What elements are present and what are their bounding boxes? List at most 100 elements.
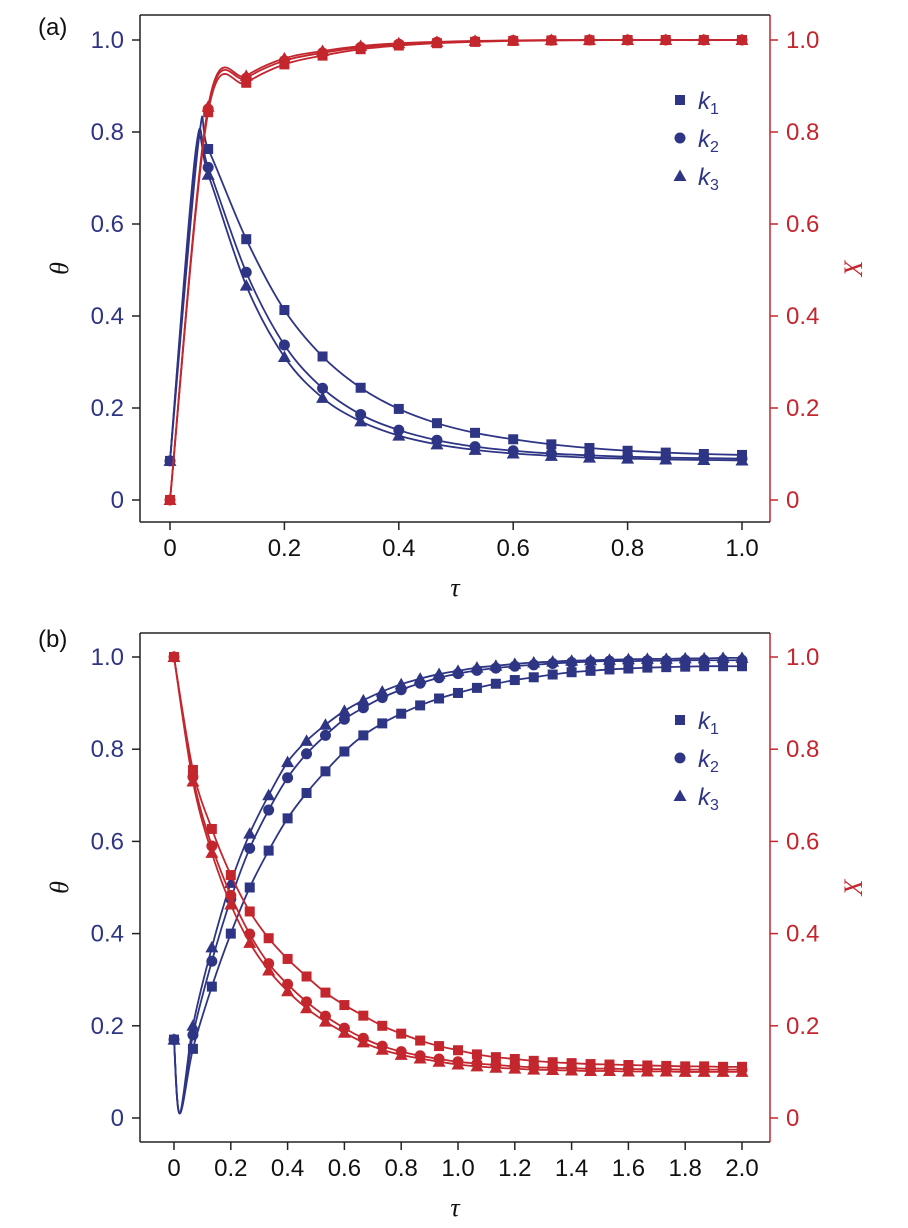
legend-label-sub: 3 [710, 177, 719, 194]
data-point [375, 685, 389, 697]
data-point [339, 746, 350, 757]
legend-marker [674, 752, 686, 764]
data-point [240, 266, 252, 278]
data-point [375, 1043, 389, 1055]
data-point [432, 1055, 446, 1067]
legend-label: k1 [698, 88, 719, 118]
y-left-tick-label: 0.6 [91, 211, 124, 238]
data-point [392, 429, 406, 441]
x-axis-title: τ [450, 573, 461, 602]
data-point [355, 408, 367, 420]
data-point [471, 1049, 482, 1060]
series-line-X-k3 [169, 39, 742, 501]
data-point [239, 69, 253, 81]
data-point [509, 1053, 520, 1064]
x-tick-label: 0.2 [268, 535, 301, 562]
data-point [528, 672, 539, 683]
data-point [354, 39, 368, 51]
series-line-theta-k3 [173, 656, 743, 1115]
data-point [187, 1043, 198, 1054]
data-point [451, 1058, 465, 1070]
data-point [262, 788, 276, 801]
data-point [316, 391, 330, 403]
data-point [622, 445, 633, 456]
data-point [263, 804, 275, 816]
x-tick-label: 1.0 [441, 1155, 474, 1182]
x-tick-label: 0 [163, 535, 176, 562]
data-point [680, 661, 691, 672]
x-tick-label: 1.2 [498, 1155, 531, 1182]
data-point [546, 655, 560, 667]
x-tick-label: 0 [167, 1155, 180, 1182]
data-point [244, 842, 256, 854]
data-point [356, 1035, 370, 1048]
data-point [277, 51, 291, 64]
y-left-tick-label: 0.2 [91, 395, 124, 422]
series-line-theta-k2 [169, 127, 743, 461]
panel-label: (a) [38, 14, 67, 41]
legend-marker [673, 789, 687, 801]
data-point [281, 755, 295, 768]
data-point [243, 936, 257, 948]
legend-label-sub: 1 [710, 721, 719, 738]
data-point [203, 144, 214, 155]
y-right-tick-label: 1.0 [786, 644, 819, 671]
series-line-theta-k1 [169, 115, 743, 461]
data-point [699, 661, 710, 672]
data-point [319, 729, 331, 741]
data-point [640, 652, 654, 664]
data-point [377, 1020, 388, 1031]
data-point [279, 305, 290, 316]
data-point [413, 672, 427, 684]
data-point [432, 667, 446, 680]
data-point [434, 693, 445, 704]
panel-b-chart: (b) 0 0.2 0.4 0.6 0.8 1.0 1.2 1.4 1.6 1.8 2.0 0 0.2 0.… [38, 626, 868, 1222]
data-point [697, 651, 711, 664]
data-point [584, 1064, 598, 1076]
data-point [659, 652, 673, 664]
legend-label-k: k [698, 164, 712, 191]
data-point [602, 1064, 616, 1076]
data-point [201, 168, 215, 180]
data-point [565, 1064, 579, 1076]
data-point [735, 1065, 749, 1077]
y-right-tick-label: 0.2 [786, 395, 819, 422]
data-point [508, 434, 519, 445]
series-line-X-k2 [169, 39, 742, 501]
legend-label: k3 [698, 784, 719, 814]
y-left-axis-title: θ [45, 262, 74, 275]
data-point [337, 704, 351, 716]
y-right-tick-label: 0.4 [786, 303, 819, 330]
x-tick-label: 1.6 [612, 1155, 645, 1182]
data-point [735, 453, 749, 466]
data-point [263, 933, 274, 944]
data-point [642, 662, 653, 673]
data-point [678, 651, 692, 664]
series-line-X-k1 [173, 656, 743, 1068]
legend-label-k: k [698, 126, 712, 153]
data-point [205, 846, 219, 858]
legend-marker [673, 169, 687, 181]
data-point [470, 661, 484, 673]
data-point [282, 772, 294, 784]
data-point [167, 650, 181, 662]
data-point [623, 663, 634, 674]
y-left-tick-label: 0 [111, 487, 124, 514]
data-point [317, 351, 328, 362]
data-point [716, 651, 730, 663]
y-left-tick-label: 0.2 [91, 1013, 124, 1040]
data-point [585, 665, 596, 676]
y-left-tick-label: 1.0 [91, 644, 124, 671]
data-point [508, 1062, 522, 1074]
x-tick-label: 0.8 [385, 1155, 418, 1182]
data-point [163, 493, 177, 505]
data-point [301, 787, 312, 798]
data-point [565, 654, 579, 666]
series-line-X-k2 [173, 656, 742, 1071]
x-tick-label: 1.0 [725, 535, 758, 562]
data-point [451, 664, 465, 676]
data-point [489, 659, 503, 671]
data-point [394, 1048, 408, 1060]
y-left-tick-label: 0 [111, 1105, 124, 1132]
data-point [225, 870, 236, 881]
